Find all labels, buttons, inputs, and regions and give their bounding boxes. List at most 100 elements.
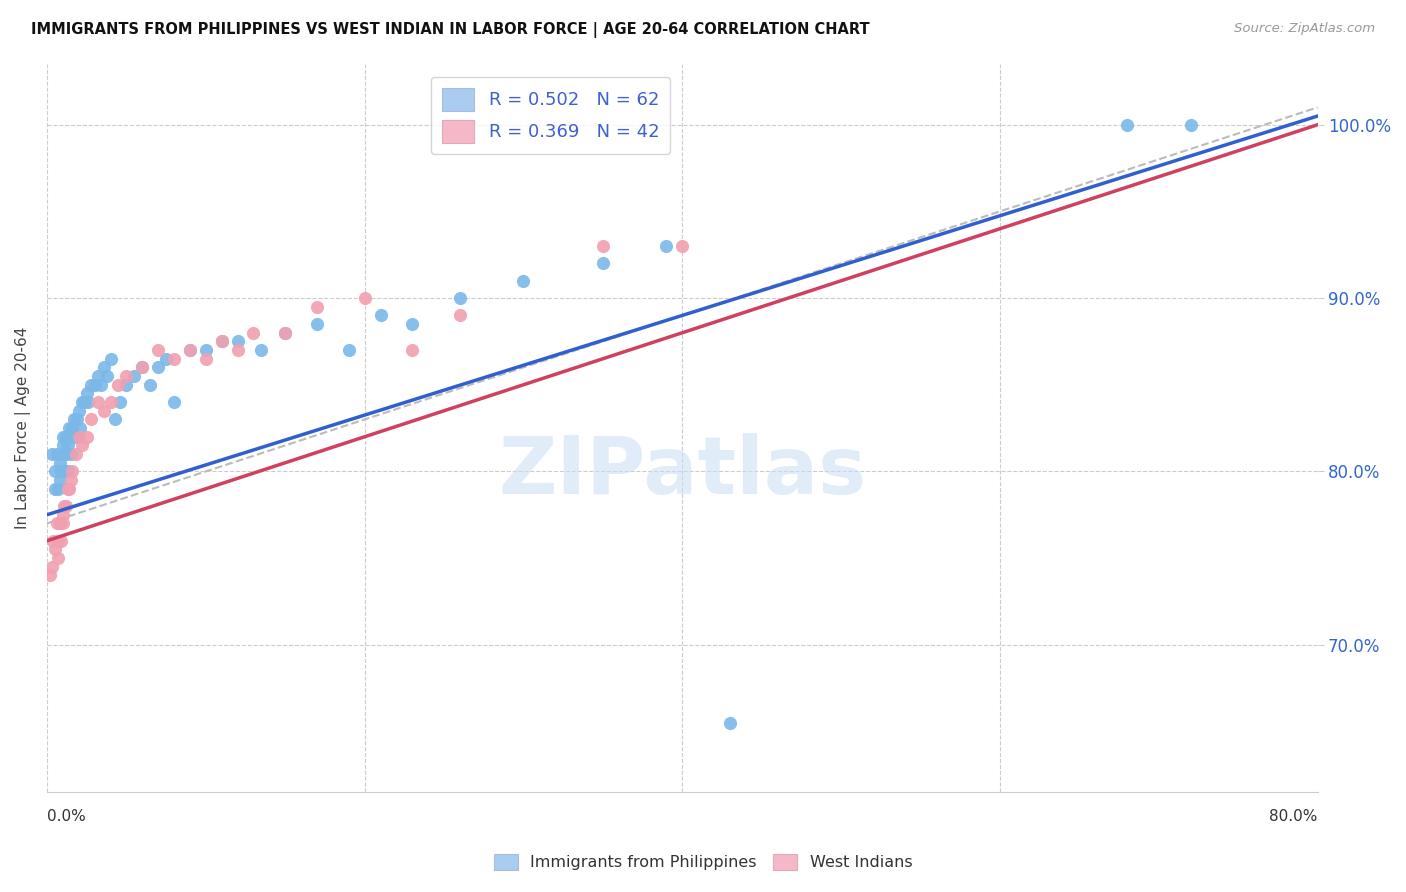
Point <box>242 326 264 340</box>
Point <box>179 343 201 357</box>
Point <box>274 326 297 340</box>
Point <box>52 438 75 452</box>
Point <box>226 343 249 357</box>
Point <box>211 334 233 349</box>
Point <box>512 274 534 288</box>
Point <box>671 239 693 253</box>
Point <box>44 542 66 557</box>
Text: ZIPatlas: ZIPatlas <box>498 433 866 511</box>
Point <box>55 499 77 513</box>
Point <box>60 421 83 435</box>
Point <box>370 309 392 323</box>
Point <box>1180 118 1202 132</box>
Point <box>46 533 69 548</box>
Point <box>337 343 360 357</box>
Point <box>115 369 138 384</box>
Point <box>1116 118 1139 132</box>
Text: 0.0%: 0.0% <box>46 809 86 824</box>
Point <box>42 533 65 548</box>
Point <box>592 256 614 270</box>
Point <box>93 360 115 375</box>
Point <box>56 482 79 496</box>
Point <box>51 533 73 548</box>
Point <box>353 291 375 305</box>
Point <box>104 412 127 426</box>
Point <box>52 430 75 444</box>
Point <box>45 447 67 461</box>
Point <box>52 516 75 531</box>
Point <box>76 430 98 444</box>
Point <box>87 395 110 409</box>
Point <box>67 430 90 444</box>
Point <box>163 351 186 366</box>
Point <box>60 465 83 479</box>
Point <box>274 326 297 340</box>
Point <box>44 482 66 496</box>
Point <box>80 377 103 392</box>
Point <box>53 465 76 479</box>
Text: IMMIGRANTS FROM PHILIPPINES VS WEST INDIAN IN LABOR FORCE | AGE 20-64 CORRELATIO: IMMIGRANTS FROM PHILIPPINES VS WEST INDI… <box>31 22 869 38</box>
Point <box>211 334 233 349</box>
Point <box>58 421 80 435</box>
Point <box>67 403 90 417</box>
Point <box>96 369 118 384</box>
Point <box>449 291 471 305</box>
Point <box>44 465 66 479</box>
Point <box>59 473 82 487</box>
Point <box>401 343 423 357</box>
Legend: Immigrants from Philippines, West Indians: Immigrants from Philippines, West Indian… <box>488 847 918 877</box>
Point <box>155 351 177 366</box>
Point <box>65 430 87 444</box>
Point <box>55 430 77 444</box>
Point <box>46 551 69 566</box>
Point <box>146 343 169 357</box>
Point <box>107 377 129 392</box>
Point <box>401 317 423 331</box>
Point <box>305 317 328 331</box>
Point <box>179 343 201 357</box>
Point <box>655 239 678 253</box>
Point <box>90 377 112 392</box>
Point <box>69 421 91 435</box>
Point <box>194 351 217 366</box>
Point <box>80 412 103 426</box>
Point <box>58 482 80 496</box>
Point <box>76 386 98 401</box>
Point <box>72 395 94 409</box>
Point <box>131 360 153 375</box>
Point <box>56 438 79 452</box>
Point <box>53 447 76 461</box>
Point <box>100 351 122 366</box>
Point <box>449 309 471 323</box>
Point <box>59 430 82 444</box>
Point <box>131 360 153 375</box>
Point <box>46 482 69 496</box>
Point <box>59 447 82 461</box>
Point <box>41 559 63 574</box>
Point <box>53 499 76 513</box>
Point <box>100 395 122 409</box>
Point <box>70 395 93 409</box>
Point <box>194 343 217 357</box>
Text: 80.0%: 80.0% <box>1270 809 1317 824</box>
Point <box>48 516 70 531</box>
Y-axis label: In Labor Force | Age 20-64: In Labor Force | Age 20-64 <box>15 326 31 529</box>
Point <box>48 456 70 470</box>
Point <box>226 334 249 349</box>
Point <box>77 395 100 409</box>
Point <box>163 395 186 409</box>
Point <box>146 360 169 375</box>
Point <box>51 465 73 479</box>
Point <box>70 438 93 452</box>
Point <box>39 568 62 582</box>
Point <box>139 377 162 392</box>
Point <box>66 412 89 426</box>
Point <box>41 447 63 461</box>
Point <box>56 465 79 479</box>
Point <box>124 369 146 384</box>
Point <box>63 412 86 426</box>
Point <box>52 508 75 522</box>
Point <box>87 369 110 384</box>
Point <box>55 447 77 461</box>
Point <box>592 239 614 253</box>
